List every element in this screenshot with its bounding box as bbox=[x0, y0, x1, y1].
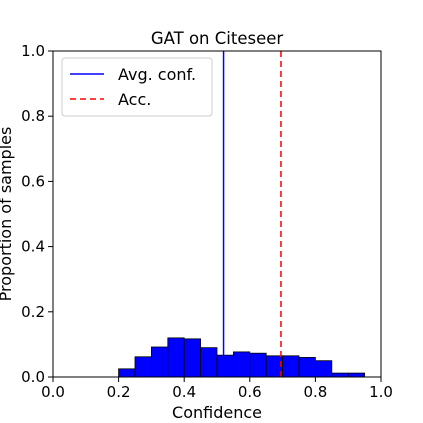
histogram-bar bbox=[331, 372, 349, 378]
y-axis-ticks: 0.0 0.2 0.4 0.6 0.8 1.0 bbox=[21, 42, 53, 386]
x-tick-label: 0.2 bbox=[107, 383, 131, 401]
histogram-bars bbox=[118, 337, 366, 378]
legend-label-acc: Acc. bbox=[118, 90, 151, 109]
histogram-bar bbox=[200, 347, 218, 378]
x-tick-label: 0.0 bbox=[41, 383, 65, 401]
chart-title: GAT on Citeseer bbox=[151, 29, 284, 48]
histogram-bar bbox=[183, 338, 201, 378]
x-axis-label: Confidence bbox=[172, 403, 262, 422]
y-tick-label: 0.0 bbox=[21, 368, 45, 386]
histogram-bar bbox=[216, 354, 234, 378]
histogram-bar bbox=[167, 337, 185, 378]
reference-lines bbox=[222, 51, 282, 377]
histogram-bar bbox=[282, 355, 300, 378]
histogram-bar bbox=[150, 346, 169, 378]
y-tick-label: 0.6 bbox=[21, 172, 45, 190]
legend-box bbox=[61, 57, 213, 117]
x-tick-label: 0.4 bbox=[172, 383, 196, 401]
y-tick-label: 0.8 bbox=[21, 107, 45, 125]
histogram-bar bbox=[265, 355, 284, 378]
histogram-bar bbox=[232, 351, 251, 378]
y-axis-label: Proportion of samples bbox=[0, 127, 15, 302]
y-tick-label: 0.2 bbox=[21, 303, 45, 321]
histogram-bar bbox=[314, 360, 333, 378]
legend-label-avg-conf: Avg. conf. bbox=[118, 65, 196, 84]
histogram-bar bbox=[298, 357, 316, 378]
x-tick-label: 0.8 bbox=[303, 383, 327, 401]
histogram-bar bbox=[249, 352, 267, 378]
histogram-bar bbox=[134, 356, 152, 378]
x-tick-label: 1.0 bbox=[369, 383, 393, 401]
histogram-bar bbox=[347, 372, 366, 378]
y-tick-label: 1.0 bbox=[21, 42, 45, 60]
x-tick-label: 0.6 bbox=[238, 383, 262, 401]
histogram-bar bbox=[118, 368, 136, 378]
x-axis-ticks: 0.0 0.2 0.4 0.6 0.8 1.0 bbox=[41, 377, 393, 401]
legend: Avg. conf. Acc. bbox=[61, 57, 213, 117]
plot-frame bbox=[52, 50, 382, 378]
y-tick-label: 0.4 bbox=[21, 238, 45, 256]
